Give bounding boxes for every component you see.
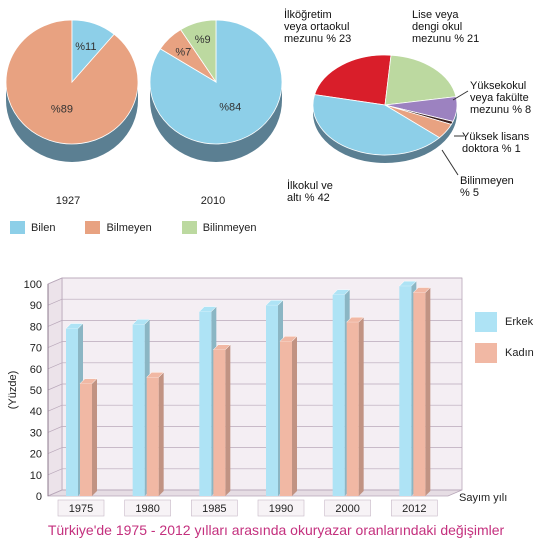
chart-title: Türkiye'de 1975 - 2012 yılları arasında …	[47, 522, 505, 538]
x-tick-label: 1975	[69, 503, 93, 515]
bar-erkek-1980	[132, 324, 145, 496]
annotation-ilkogretim: İlköğretim veya ortaokul mezunu % 23	[284, 9, 352, 45]
y-tick-label: 40	[30, 406, 42, 418]
x-tick-label: 2012	[402, 503, 426, 515]
legend-swatch-erkek	[475, 312, 497, 332]
legend-swatch-bilmeyen	[85, 221, 101, 234]
bar-kad-n-1985	[213, 349, 226, 496]
legend-item-erkek: Erkek	[475, 311, 545, 333]
legend-label-bilinmeyen: Bilinmeyen	[202, 221, 257, 234]
pie-year-1927: 1927	[55, 195, 81, 207]
x-tick-label: 2000	[335, 503, 359, 515]
annotation-ilkokul: İlkokul ve altı % 42	[287, 180, 333, 204]
x-axis-label: Sayım yılı	[459, 492, 508, 504]
pie-slice-i-lkokul-ve-alt-	[312, 94, 441, 156]
y-axis-label: (Yüzde)	[7, 371, 19, 410]
legend-label-erkek: Erkek	[505, 316, 534, 328]
pie-slice-bilinmeyen	[180, 20, 217, 84]
legend-label-bilmeyen: Bilmeyen	[106, 221, 152, 234]
annotation-bilinmeyen: Bilinmeyen% 5	[460, 175, 514, 199]
pie-label: %11	[75, 41, 96, 53]
bar-erkek-1990	[266, 305, 278, 496]
bar-chart: 0 10 20 30 40 50 60 70 80 90 100 (Yüzde) 1975 1980 198…	[7, 277, 463, 517]
y-tick-label: 100	[24, 279, 42, 291]
y-tick-label: 80	[30, 321, 42, 333]
bar-legend: Erkek Kadın	[475, 311, 545, 364]
bar-kad-n-1990	[280, 341, 292, 496]
pie-education	[312, 54, 458, 163]
y-tick-label: 30	[30, 427, 42, 439]
y-tick-label: 70	[30, 343, 42, 355]
legend-swatch-kadin	[475, 343, 497, 363]
y-tick-label: 50	[30, 385, 42, 397]
x-tick-label: 1990	[269, 503, 293, 515]
bar-erkek-2012	[399, 286, 412, 496]
annotation-yuksekokul: Yüksekokul veya fakülte mezunu % 8	[470, 80, 532, 116]
legend-swatch-bilinmeyen	[181, 221, 197, 234]
bar-erkek-1985	[199, 311, 212, 496]
pie-label: %89	[51, 103, 73, 115]
bar-kad-n-2000	[346, 322, 359, 496]
y-tick-label: 60	[30, 364, 42, 376]
pie-slice-bilen	[71, 20, 115, 84]
pie-label: %84	[219, 101, 241, 113]
pie-2010: %84 %7 %9	[149, 20, 283, 162]
y-tick-label: 0	[36, 491, 42, 503]
legend-label-bilen: Bilen	[31, 221, 56, 234]
pie-slice-lise-veya-dengi-okul-mezunu	[384, 54, 457, 106]
bar-kad-n-2012	[413, 292, 426, 496]
pie-label: %9	[195, 34, 211, 46]
pie-year-2010: 2010	[200, 195, 226, 207]
y-tick-label: 20	[30, 449, 42, 461]
bar-kad-n-1980	[146, 377, 159, 496]
y-tick-label: 10	[30, 470, 42, 482]
pie-legend: Bilen Bilmeyen Bilinmeyen	[10, 221, 257, 234]
bar-kad-n-1975	[80, 383, 92, 496]
annotation-arrows	[441, 90, 469, 176]
bar-erkek-2000	[332, 294, 345, 496]
legend-label-kadin: Kadın	[505, 347, 534, 359]
pie-1927: %89 %11	[5, 20, 139, 162]
pie-label: %7	[175, 46, 191, 58]
x-tick-label: 1980	[135, 503, 159, 515]
y-tick-label: 90	[30, 300, 42, 312]
legend-item-kadin: Kadın	[475, 342, 545, 364]
bar-erkek-1975	[66, 328, 78, 496]
pie-slice-i-lk-retim-veya-ortaokul-mezunu	[314, 54, 392, 106]
x-tick-label: 1985	[202, 503, 226, 515]
legend-swatch-bilen	[10, 221, 25, 234]
annotation-yuksek-lisans: Yüksek lisans doktora % 1	[462, 131, 530, 155]
annotation-lise: Lise veya dengi okul mezunu % 21	[412, 9, 480, 45]
